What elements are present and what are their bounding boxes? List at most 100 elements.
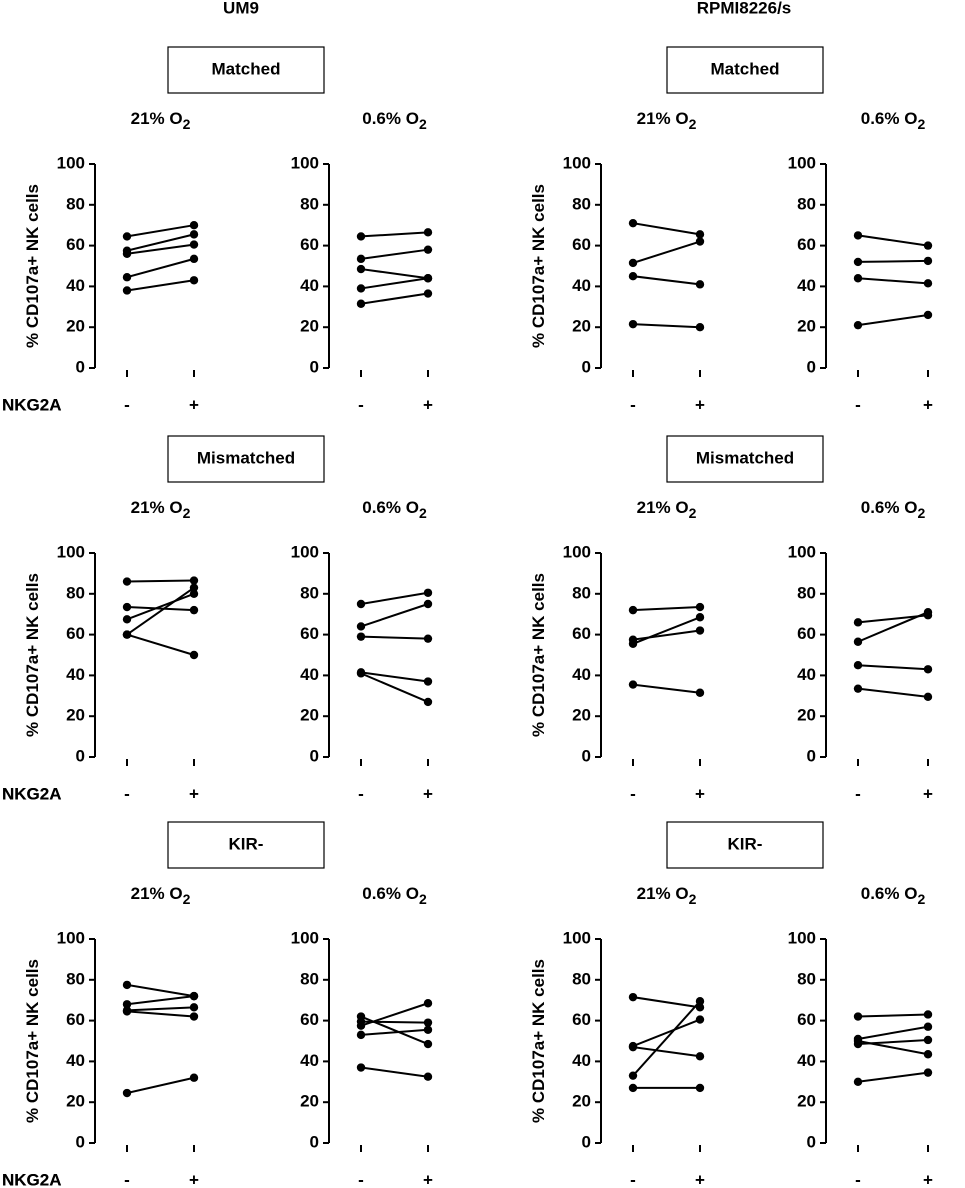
series-line	[126, 606, 195, 612]
data-point	[189, 583, 199, 592]
y-tick-label: 40	[66, 665, 85, 684]
series-line	[360, 231, 429, 238]
x-axis-label: NKG2A	[2, 395, 62, 414]
series-line	[632, 616, 701, 645]
y-tick-label: 100	[57, 542, 85, 561]
data-point	[423, 697, 433, 707]
data-point	[189, 605, 199, 615]
panel-title: 0.6% O2	[362, 109, 427, 132]
data-point	[695, 613, 705, 622]
y-tick-label: 0	[582, 1132, 591, 1151]
data-point	[356, 1030, 366, 1040]
data-point	[628, 218, 638, 228]
y-tick-label: 100	[788, 153, 816, 172]
y-tick-label: 80	[797, 969, 816, 988]
series-line	[360, 1066, 429, 1078]
data-point	[356, 632, 366, 641]
series-line	[857, 1013, 929, 1018]
data-point	[923, 665, 933, 674]
series-line	[857, 611, 929, 643]
y-tick-label: 100	[788, 928, 816, 947]
y-tick-label: 60	[66, 624, 85, 643]
data-point	[356, 599, 366, 609]
series-line	[126, 983, 195, 998]
data-point	[628, 258, 638, 268]
group-label-box	[666, 435, 824, 483]
y-tick-label: 80	[66, 583, 85, 602]
data-point	[189, 1012, 199, 1021]
x-tick-label: -	[124, 1170, 130, 1188]
data-point	[853, 1039, 863, 1049]
series-line	[857, 1071, 929, 1083]
chart-panel: Matched 21% O2 0 20 40 60 80 100 % CD107a+ NK ce…	[2, 46, 824, 414]
y-tick-label: 20	[66, 706, 85, 725]
data-point	[122, 630, 132, 639]
data-point	[356, 1063, 366, 1072]
y-tick-label: 80	[797, 583, 816, 602]
y-tick-label: 0	[76, 746, 85, 765]
series-line	[126, 233, 195, 252]
data-point	[695, 1083, 705, 1093]
data-point	[628, 639, 638, 648]
series-line	[360, 672, 429, 703]
data-point	[356, 299, 366, 308]
data-point	[423, 588, 433, 597]
y-tick-label: 80	[300, 194, 319, 213]
y-tick-label: 100	[291, 542, 319, 561]
chart-panel: 0.6% O2 0 20 40 60 80 100 - +	[291, 498, 433, 803]
x-tick-label: -	[358, 395, 364, 414]
data-point	[189, 221, 199, 230]
series-line	[360, 1028, 429, 1036]
chart-panel: 0.6% O2 0 20 40 60 80 100 - +	[291, 884, 433, 1188]
y-tick-label: 80	[572, 583, 591, 602]
series-line	[632, 996, 701, 1009]
y-tick-label: 60	[572, 1010, 591, 1029]
data-point	[423, 1039, 433, 1049]
chart-panel: 0.6% O2 0 20 40 60 80 100 - +	[788, 109, 933, 414]
series-line	[126, 257, 195, 279]
data-point	[189, 991, 199, 1001]
x-tick-label: -	[630, 395, 636, 414]
column-title-um9: UM9	[223, 0, 259, 17]
data-point	[356, 622, 366, 631]
series-line	[360, 292, 429, 305]
y-tick-label: 40	[572, 276, 591, 295]
column-title-rpmi8226s: RPMI8226/s	[697, 0, 792, 17]
data-point	[923, 692, 933, 702]
y-tick-label: 100	[563, 928, 591, 947]
group-label: Mismatched	[197, 448, 295, 467]
x-tick-label: -	[855, 784, 861, 803]
y-tick-label: 60	[797, 1010, 816, 1029]
y-axis-label: % CD107a+ NK cells	[529, 959, 548, 1123]
y-tick-label: 0	[310, 1132, 319, 1151]
chart-panel: KIR- 21% O2 0 20 40 60 80 100 % CD107a+ NK cells…	[2, 821, 325, 1188]
data-point	[853, 1012, 863, 1021]
y-tick-label: 20	[572, 317, 591, 336]
series-line	[857, 313, 929, 327]
y-axis-label: % CD107a+ NK cells	[529, 573, 548, 737]
series-line	[360, 277, 429, 290]
data-point	[189, 254, 199, 264]
data-point	[122, 615, 132, 624]
data-point	[122, 602, 132, 612]
x-tick-label: +	[695, 395, 705, 414]
x-tick-label: -	[358, 1170, 364, 1188]
group-label: Matched	[711, 59, 780, 78]
y-tick-label: 80	[572, 969, 591, 988]
data-point	[356, 264, 366, 274]
y-tick-label: 20	[572, 1092, 591, 1111]
group-label-box	[666, 821, 824, 869]
x-tick-label: -	[630, 784, 636, 803]
y-tick-label: 0	[807, 746, 816, 765]
series-line	[360, 268, 429, 280]
series-line	[632, 1018, 701, 1048]
series-line	[126, 1076, 195, 1094]
data-point	[695, 688, 705, 697]
data-point	[923, 1022, 933, 1031]
y-tick-label: 40	[300, 1051, 319, 1070]
data-point	[695, 997, 705, 1006]
series-line	[632, 629, 701, 641]
data-point	[423, 1018, 433, 1027]
data-point	[423, 1072, 433, 1081]
y-tick-label: 0	[76, 357, 85, 376]
